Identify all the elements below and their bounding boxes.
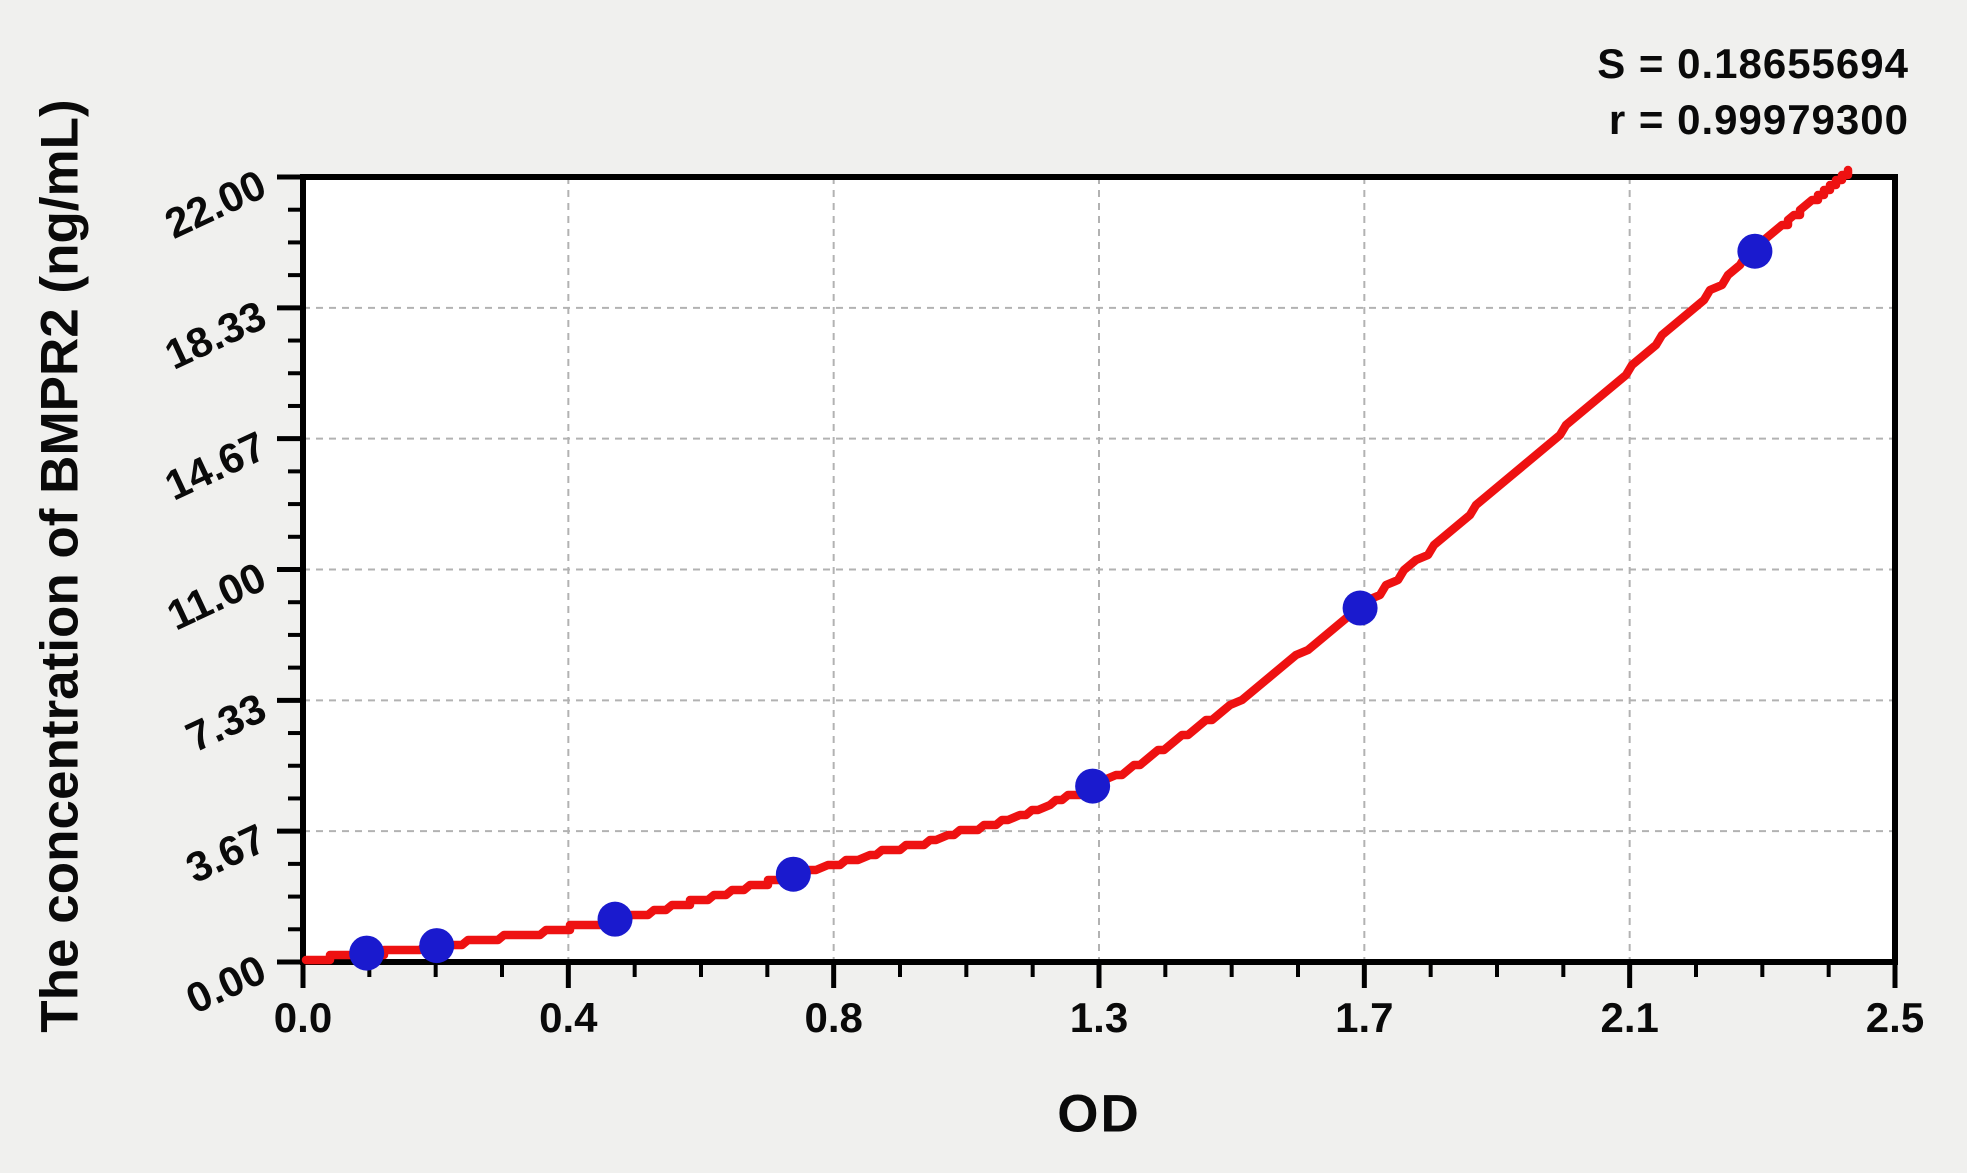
data-point [597, 901, 633, 937]
data-point [775, 856, 811, 892]
y-tick-label: 14.67 [158, 422, 273, 509]
data-point [349, 935, 385, 971]
y-tick-label: 18.33 [158, 291, 273, 378]
x-tick-label: 0.8 [804, 994, 862, 1041]
y-tick-labels: 0.00 3.67 7.33 11.00 14.67 18.33 22.00 [158, 161, 273, 1023]
x-tick-label: 2.1 [1600, 994, 1658, 1041]
x-tick-label: 0.4 [539, 994, 598, 1041]
plot-frame [300, 174, 1898, 965]
data-point [1075, 768, 1111, 804]
stat-r-value: r = 0.99979300 [1608, 96, 1909, 143]
y-tick-label: 0.00 [179, 946, 273, 1023]
data-points [349, 233, 1773, 971]
data-point [1737, 233, 1773, 269]
data-point [419, 928, 455, 964]
x-tick-label: 1.3 [1070, 994, 1128, 1041]
gridlines [303, 177, 1895, 962]
x-tick-labels: 0.0 0.4 0.8 1.3 1.7 2.1 2.5 [274, 994, 1924, 1041]
stat-s-value: S = 0.18655694 [1597, 40, 1909, 87]
x-tick-label: 1.7 [1335, 994, 1393, 1041]
x-tick-label: 2.5 [1866, 994, 1924, 1041]
data-point [1342, 590, 1378, 626]
x-axis-title: OD [1057, 1084, 1141, 1144]
y-axis-title: The concentration of BMPR2 (ng/mL) [30, 99, 90, 1033]
y-tick-label: 3.67 [179, 815, 273, 892]
y-tick-label: 11.00 [160, 553, 273, 639]
y-tick-label: 22.00 [158, 161, 273, 248]
fitted-curve-line [301, 165, 1853, 965]
y-tick-label: 7.33 [179, 684, 273, 761]
fit-statistics: S = 0.18655694 r = 0.99979300 [1597, 36, 1909, 148]
x-tick-label: 0.0 [274, 994, 332, 1041]
